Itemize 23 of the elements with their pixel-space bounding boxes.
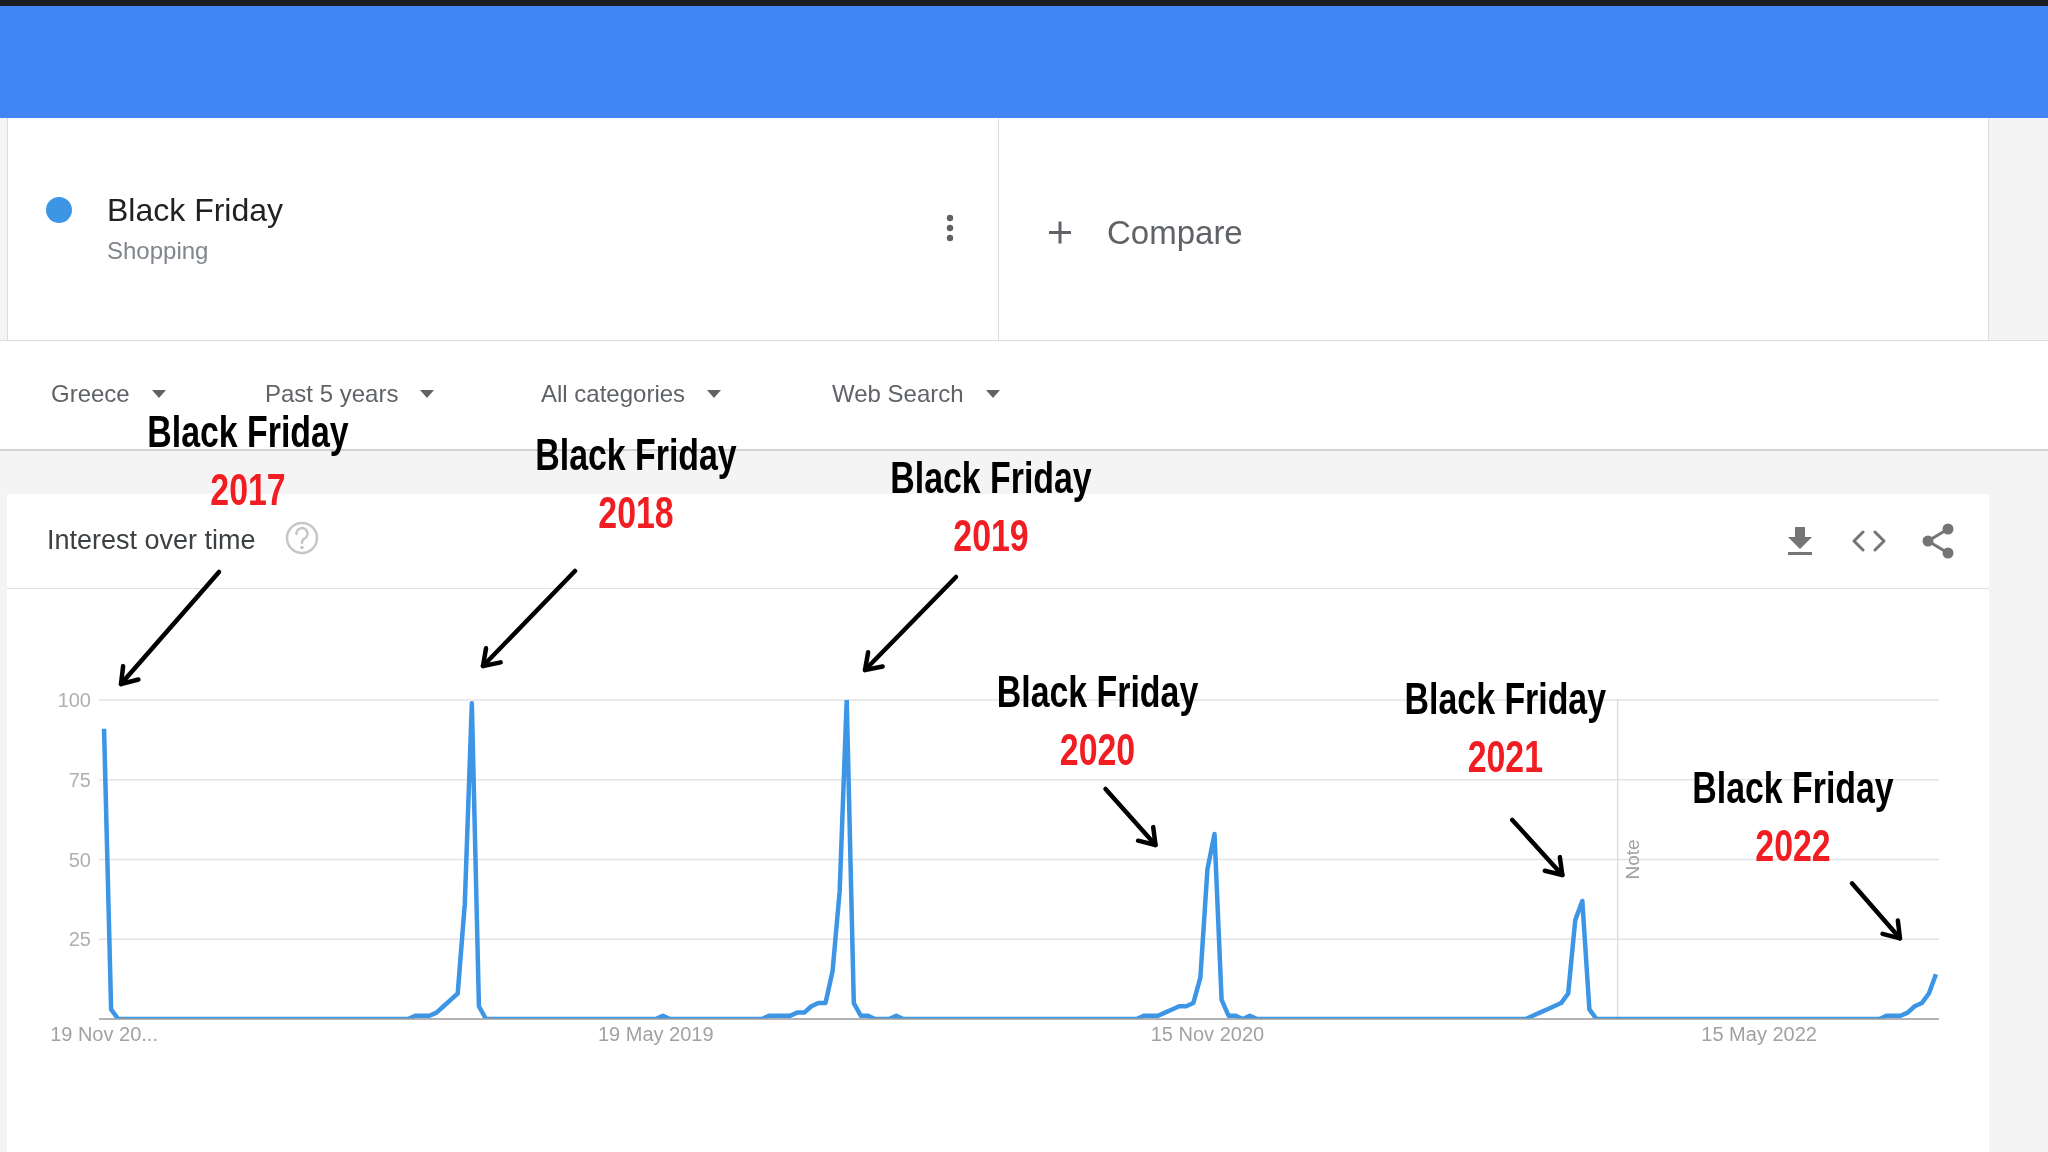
x-tick-label: 19 Nov 20... — [50, 1023, 158, 1046]
y-tick-label: 75 — [68, 768, 91, 791]
annotation: Black Friday 2022 — [1692, 763, 1894, 871]
y-tick-label: 50 — [68, 848, 91, 871]
text: Black Friday 2017 — [147, 406, 349, 514]
x-tick-label: 15 May 2022 — [1701, 1023, 1817, 1046]
annotation: Black Friday 2021 — [1404, 673, 1607, 781]
y-tick-label: 25 — [68, 928, 91, 951]
legend-label: Black Friday — [107, 192, 284, 228]
x-tick-label: 19 May 2019 — [597, 1023, 714, 1046]
text: Past 5 years — [265, 380, 399, 407]
text: Compare — [1107, 213, 1243, 251]
text: Black Friday 2018 — [535, 429, 737, 537]
annotation: Black Friday 2020 — [996, 666, 1199, 774]
text: Web Search — [832, 380, 964, 407]
y-tick-label: 100 — [57, 689, 91, 712]
text: Greece — [51, 380, 130, 407]
x-tick-label: 15 Nov 2020 — [1150, 1023, 1265, 1046]
ref-line-label: Note — [1622, 839, 1644, 880]
text: Shopping — [107, 237, 209, 264]
chart-title: Interest over time — [47, 524, 256, 555]
text: Black Friday 2019 — [890, 452, 1092, 560]
text: All categories — [541, 380, 686, 407]
